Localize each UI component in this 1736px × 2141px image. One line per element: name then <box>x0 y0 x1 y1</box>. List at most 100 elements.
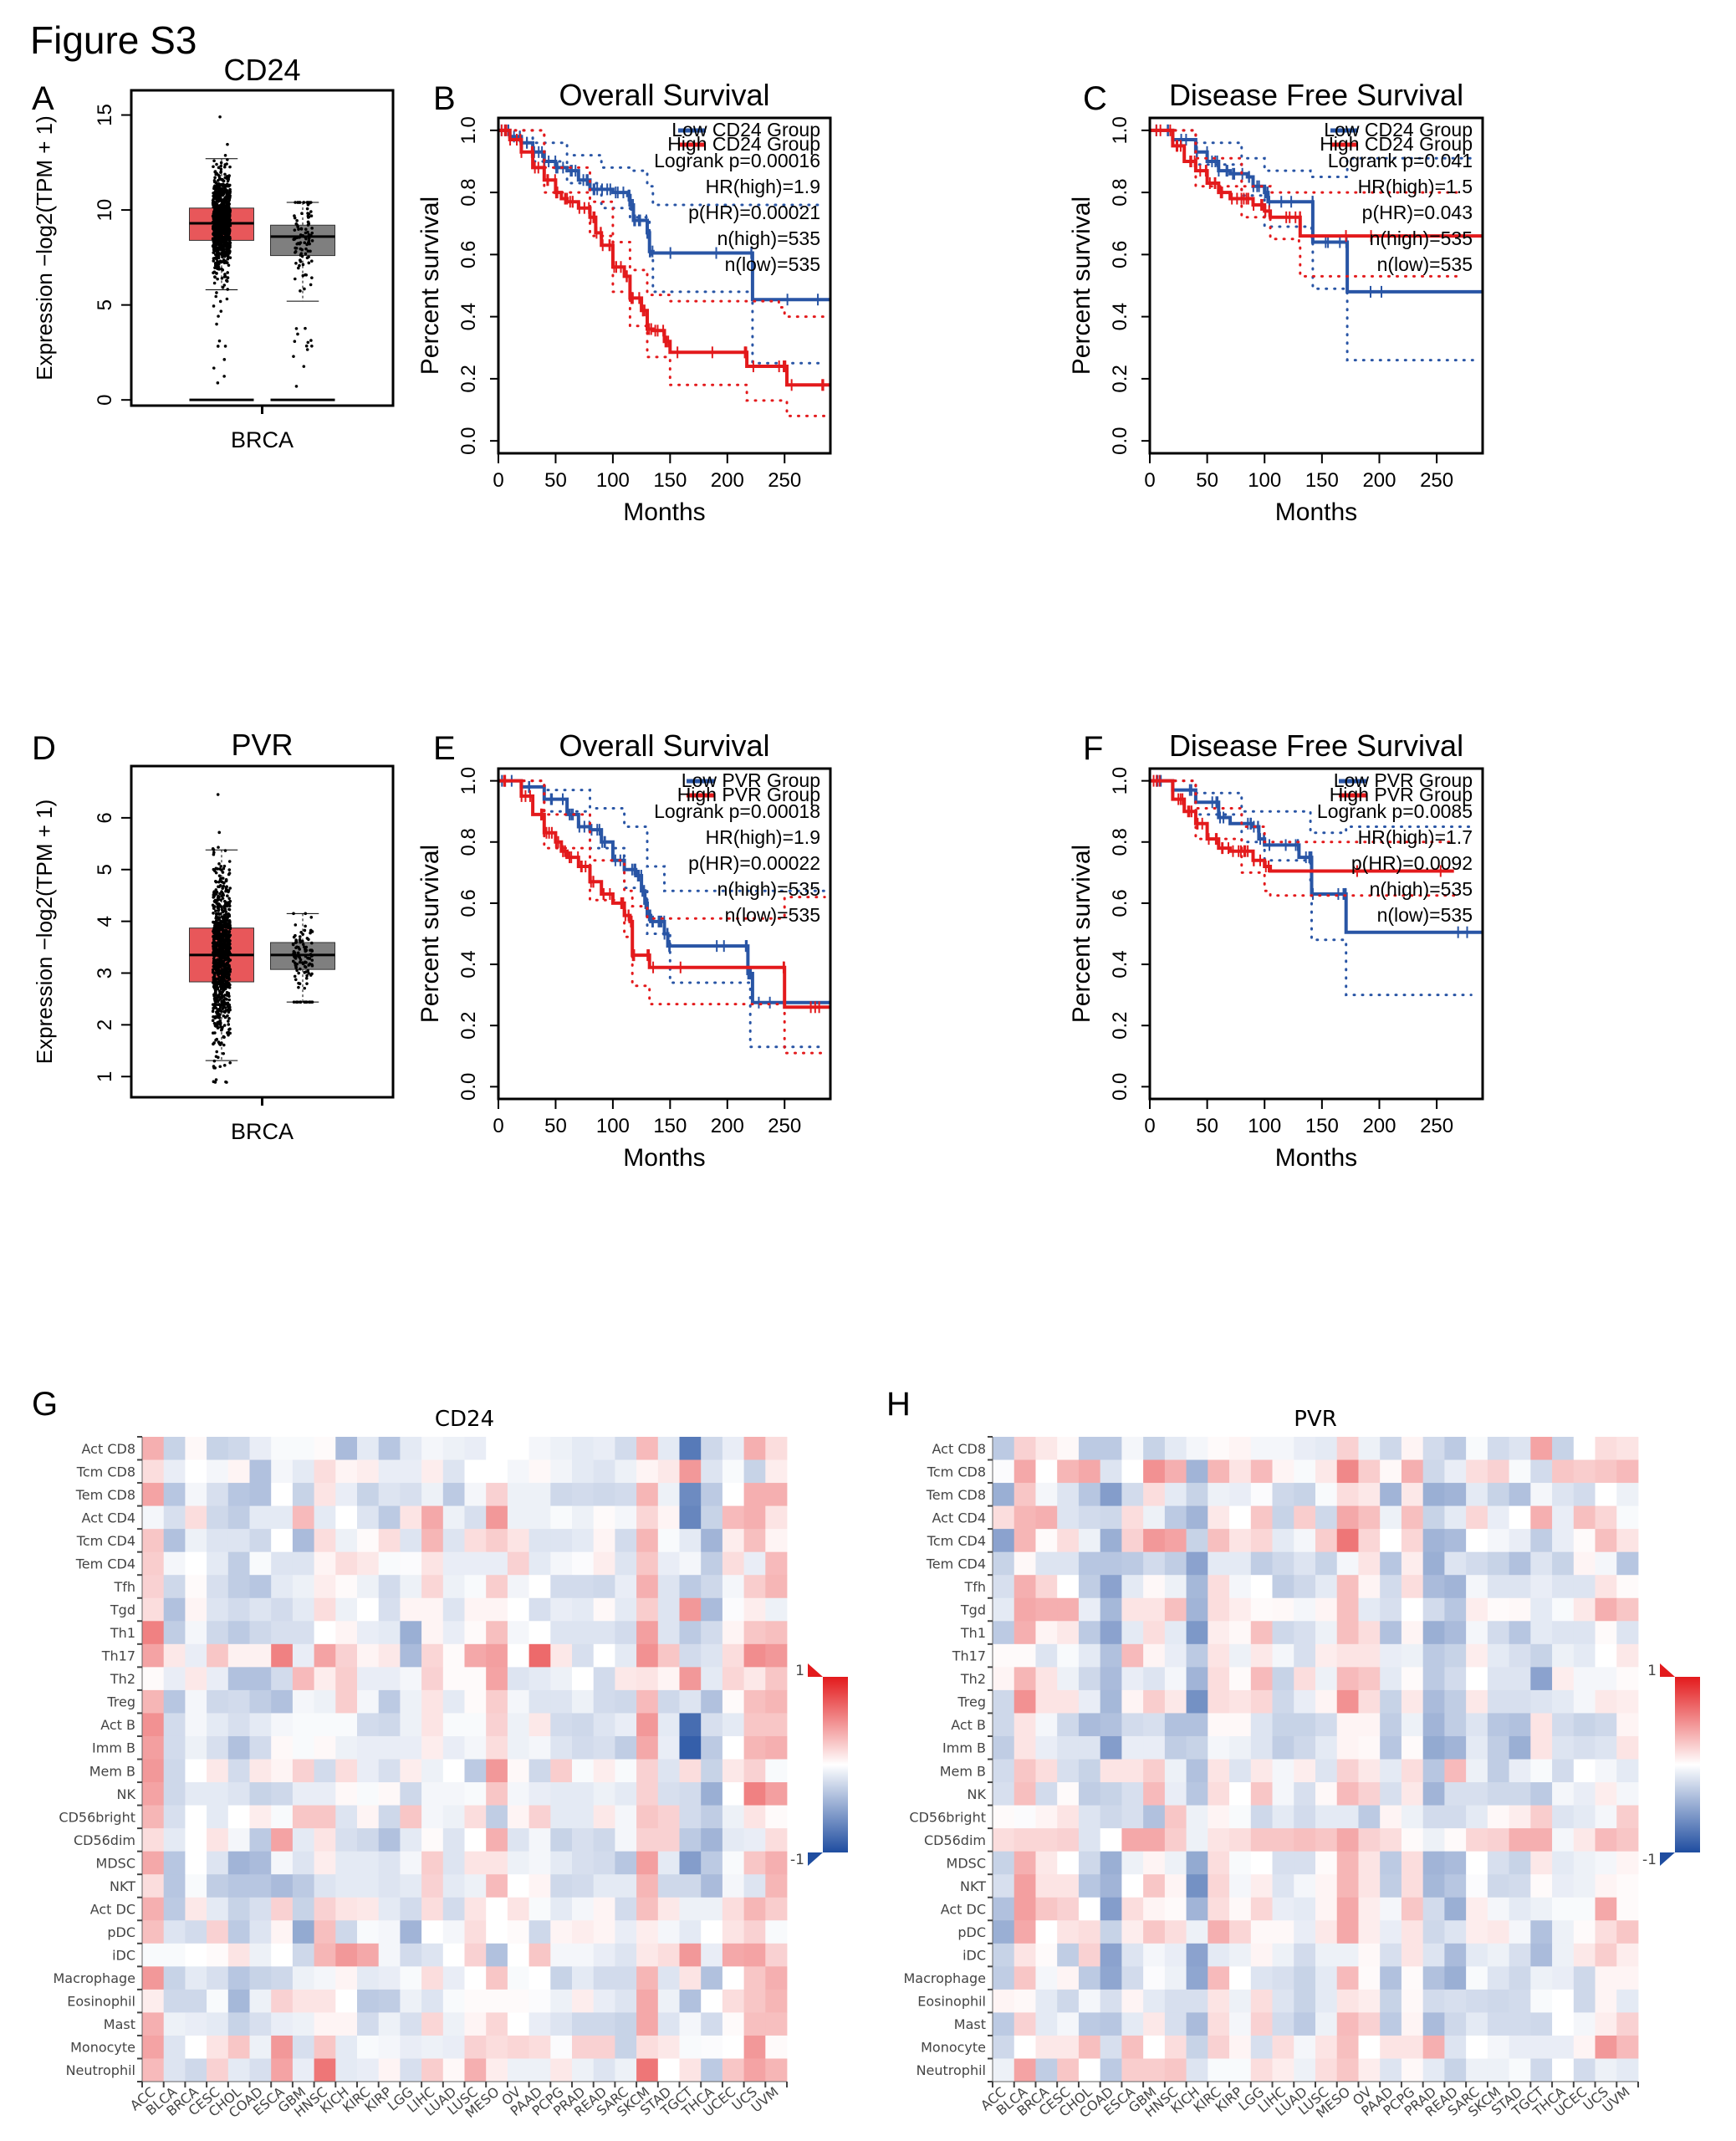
heatmap-cell <box>1294 1689 1316 1714</box>
data-point <box>218 212 222 217</box>
heatmap-cell <box>227 1667 250 1691</box>
heatmap-cell <box>722 2035 744 2059</box>
heatmap-cell <box>1509 1943 1531 1967</box>
heatmap-cell <box>1014 1713 1036 1737</box>
heatmap-cell <box>1208 1735 1230 1760</box>
heatmap-cell <box>1573 1828 1596 1852</box>
heatmap-cell <box>292 1621 314 1645</box>
heatmap-cell <box>1057 1597 1080 1622</box>
heatmap-cell <box>357 1551 380 1576</box>
heatmap-cell <box>142 1689 165 1714</box>
heatmap-cell <box>765 1943 788 1967</box>
heatmap-cell <box>1401 1667 1424 1691</box>
data-point <box>310 231 314 235</box>
heatmap-cell <box>1143 1735 1166 1760</box>
heatmap-cell <box>1380 1828 1402 1852</box>
heatmap-cell <box>1573 1505 1596 1530</box>
heatmap-cell <box>378 2012 401 2036</box>
data-point <box>217 977 220 981</box>
heatmap-cell <box>271 2012 294 2036</box>
heatmap-cell <box>1530 1897 1553 1921</box>
heatmap-cell <box>679 1805 702 1829</box>
data-point <box>217 874 222 877</box>
heatmap-cell <box>1616 1529 1639 1553</box>
data-point <box>219 167 223 171</box>
heatmap-cell <box>615 1597 637 1622</box>
heatmap-cell <box>1444 1575 1467 1599</box>
heatmap-cell <box>1336 1459 1359 1484</box>
heatmap-cell <box>1358 1483 1381 1507</box>
heatmap-cell <box>572 1689 595 1714</box>
heatmap-cell <box>657 1459 680 1484</box>
data-point <box>224 879 228 883</box>
heatmap-cell <box>1186 1505 1208 1530</box>
heatmap-cell <box>1121 1897 1144 1921</box>
heatmap-cell <box>1057 1689 1080 1714</box>
panel-letter-b: B <box>433 80 456 117</box>
heatmap-cell <box>207 1759 229 1783</box>
heatmap-cell <box>593 1805 615 1829</box>
row-label: Act B <box>951 1717 986 1733</box>
heatmap-cell <box>163 1689 186 1714</box>
heatmap-cell <box>1014 1828 1036 1852</box>
x-tick-label: 250 <box>768 469 801 492</box>
heatmap-cell <box>1315 1643 1338 1668</box>
heatmap-cell <box>185 1874 207 1898</box>
heatmap-cell <box>615 1689 637 1714</box>
heatmap-cell <box>421 1437 444 1460</box>
heatmap-cell <box>1380 1551 1402 1576</box>
data-point <box>304 912 308 916</box>
heatmap-cell <box>1595 1805 1617 1829</box>
heatmap-cell <box>227 1597 250 1622</box>
heatmap-cell <box>1315 1689 1338 1714</box>
heatmap-cell <box>679 1597 702 1622</box>
heatmap-cell <box>1100 2058 1122 2082</box>
heatmap-cell <box>550 1597 573 1622</box>
y-tick-label: 1.0 <box>457 116 480 144</box>
heatmap-cell <box>1294 1529 1316 1553</box>
heatmap-cell <box>1014 1643 1036 1668</box>
heatmap-cell <box>314 1575 336 1599</box>
heatmap-cell <box>1294 1805 1316 1829</box>
heatmap-cell <box>1315 1828 1338 1852</box>
heatmap-cell <box>1595 1459 1617 1484</box>
data-point <box>227 907 232 912</box>
heatmap-cell <box>486 1735 508 1760</box>
heatmap-cell <box>636 1828 659 1852</box>
heatmap-cell <box>400 1874 422 1898</box>
heatmap-cell <box>464 1966 487 1990</box>
heatmap-cell <box>400 1759 422 1783</box>
heatmap-cell <box>1208 1805 1230 1829</box>
heatmap-cell <box>464 1551 487 1576</box>
heatmap-cell <box>615 1759 637 1783</box>
stat-label: Logrank p=0.00016 <box>654 150 820 171</box>
x-tick-label: 50 <box>544 469 567 492</box>
heatmap-cell <box>1229 2058 1252 2082</box>
heatmap-cell <box>993 1713 1015 1737</box>
heatmap-cell <box>1315 1667 1338 1691</box>
heatmap-cell <box>993 1920 1015 1944</box>
heatmap-cell <box>1336 1782 1359 1806</box>
heatmap-cell <box>701 1483 723 1507</box>
heatmap-cell <box>1573 1551 1596 1576</box>
heatmap-cell <box>1014 1782 1036 1806</box>
heatmap-cell <box>1616 1897 1639 1921</box>
heatmap-cell <box>743 1874 766 1898</box>
heatmap-cell <box>1294 1667 1316 1691</box>
heatmap-cell <box>722 1689 744 1714</box>
heatmap-cell <box>1401 1597 1424 1622</box>
data-point <box>227 890 230 894</box>
heatmap-cell <box>1487 2058 1509 2082</box>
data-point <box>309 916 314 919</box>
heatmap-cell <box>572 1851 595 1875</box>
heatmap-cell <box>464 1621 487 1645</box>
heatmap-cell <box>1552 1851 1575 1875</box>
heatmap-cell <box>227 1805 250 1829</box>
heatmap-cell <box>1530 1874 1553 1898</box>
heatmap-cell <box>593 2012 615 2036</box>
data-point <box>223 345 227 348</box>
heatmap-cell <box>1530 1621 1553 1645</box>
heatmap-cell <box>1444 1667 1467 1691</box>
heatmap-cell <box>1487 2035 1509 2059</box>
data-point <box>217 228 220 232</box>
